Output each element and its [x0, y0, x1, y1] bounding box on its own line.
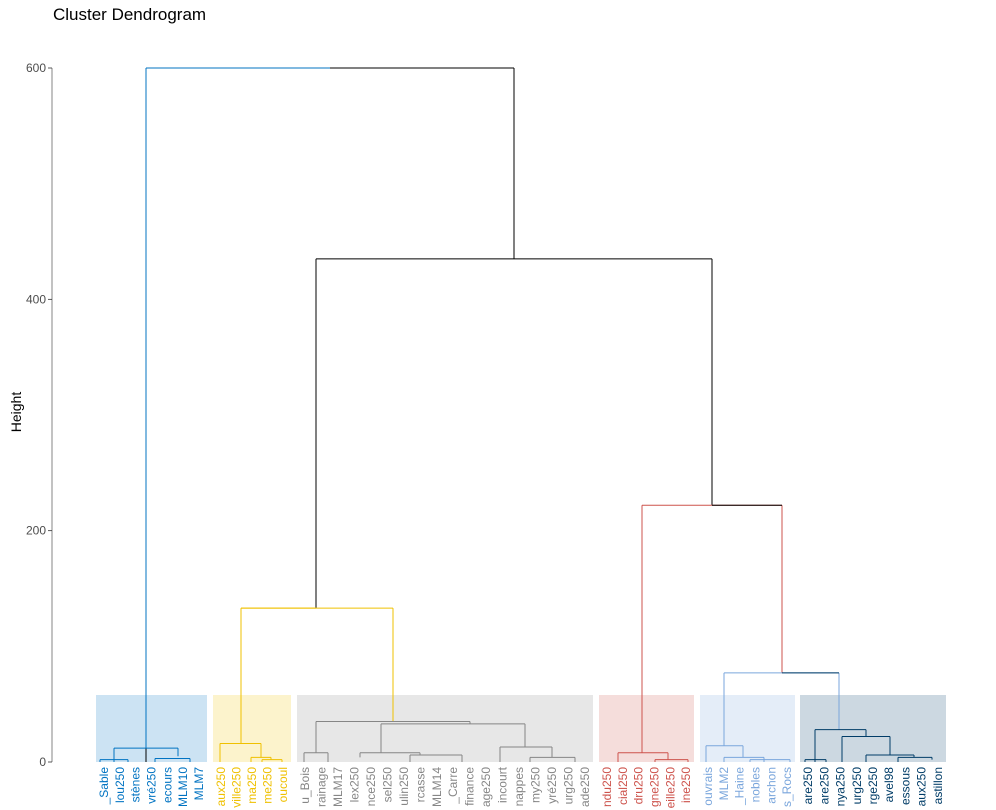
- leaf-label: rainage: [315, 767, 329, 807]
- leaf-label: nya250: [834, 767, 848, 807]
- leaf-label: finance: [463, 767, 477, 806]
- cluster-rect-c1: [96, 695, 207, 762]
- leaf-label: _Sable: [97, 767, 111, 806]
- leaf-label: yré250: [545, 767, 559, 804]
- leaf-label: ulin250: [397, 767, 411, 806]
- leaf-label: cial250: [616, 767, 630, 805]
- leaf-label: MLM2: [717, 767, 731, 801]
- leaf-label: astillon: [931, 767, 945, 804]
- leaf-label: archon: [764, 767, 778, 804]
- leaf-label: lex250: [348, 767, 362, 803]
- y-tick-label-0: 0: [39, 755, 46, 769]
- leaf-label: incourt: [496, 766, 510, 803]
- leaf-label: are250: [801, 767, 815, 805]
- leaf-label: eille250: [663, 767, 677, 809]
- cluster-rect-c3: [297, 695, 593, 762]
- leaf-label: _Carre: [446, 767, 460, 805]
- cluster-rect-c2: [213, 695, 291, 762]
- leaf-label: u_Bois: [298, 767, 312, 804]
- leaf-label: stènes: [129, 767, 143, 802]
- leaf-label: nappes: [512, 767, 526, 806]
- leaf-label: nce250: [364, 767, 378, 807]
- cluster-rect-c5: [700, 695, 795, 762]
- leaf-label: nobles: [748, 767, 762, 802]
- leaf-label: vré250: [145, 767, 159, 804]
- cluster-rectangles: [96, 695, 946, 762]
- leaf-label: age250: [479, 767, 493, 807]
- leaf-label: rge250: [866, 767, 880, 805]
- cluster-rect-c6: [800, 695, 946, 762]
- leaf-label: sel250: [380, 767, 394, 803]
- leaf-label: MLM14: [430, 767, 444, 807]
- leaf-label: me250: [261, 767, 275, 804]
- leaf-label: ouvrais: [701, 767, 715, 806]
- leaf-label: ecours: [160, 767, 174, 803]
- leaf-label: avel98: [882, 767, 896, 803]
- leaf-label: MLM17: [331, 767, 345, 807]
- leaf-label: s_Rocs: [780, 767, 794, 807]
- leaf-label: aux250: [915, 767, 929, 807]
- leaf-label: my250: [528, 767, 542, 803]
- leaf-label: MLM10: [176, 767, 190, 807]
- leaf-label: oucoul: [276, 767, 290, 802]
- dendrogram-branches: [99, 67, 933, 762]
- leaf-label: dru250: [632, 767, 646, 805]
- chart-title: Cluster Dendrogram: [53, 5, 207, 24]
- y-tick-label-1: 200: [26, 524, 46, 538]
- leaf-label: ville250: [229, 767, 243, 808]
- leaf-label: gne250: [647, 767, 661, 807]
- leaf-label: rcasse: [413, 767, 427, 803]
- leaf-label: are250: [817, 767, 831, 805]
- leaf-label: essous: [898, 767, 912, 805]
- leaf-label: ma250: [245, 767, 259, 804]
- leaf-label: lou250: [113, 767, 127, 803]
- y-axis: 0 200 400 600: [26, 61, 53, 769]
- leaf-label: ine250: [679, 767, 693, 803]
- leaf-label: aux250: [214, 767, 228, 807]
- leaf-label: _Haine: [733, 767, 747, 806]
- leaf-labels: _Sable lou250 stènes vré250 ecours MLM10 MLM7 a…: [97, 766, 945, 808]
- y-tick-label-2: 400: [26, 292, 46, 306]
- leaf-label: urg250: [850, 767, 864, 805]
- leaf-label: ndu250: [600, 767, 614, 807]
- leaf-label: MLM7: [192, 767, 206, 801]
- cluster-rect-c4: [599, 695, 694, 762]
- leaf-label: urg250: [561, 767, 575, 805]
- leaf-label: ade250: [578, 767, 592, 807]
- y-tick-label-3: 600: [26, 61, 46, 75]
